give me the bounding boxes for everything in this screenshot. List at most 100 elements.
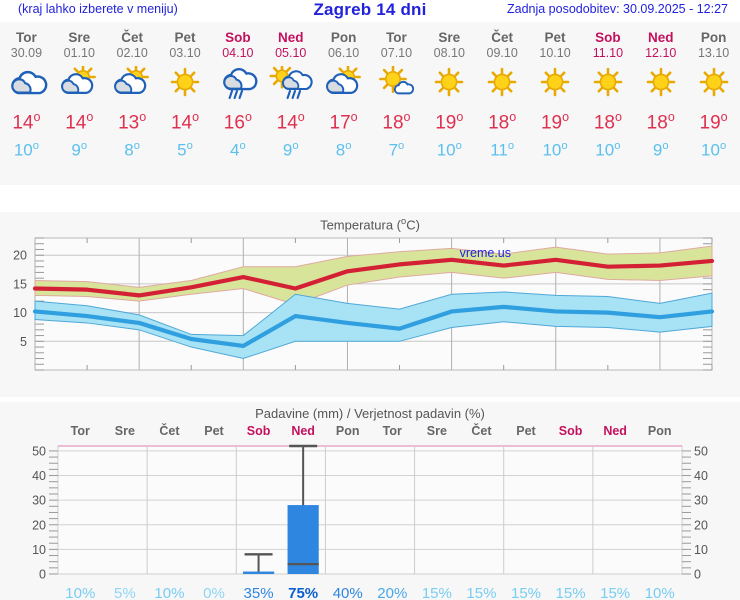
day-min-temp: 10o <box>701 140 727 160</box>
day-max-temp: 14o <box>12 110 41 134</box>
precip-day-label: Čet <box>159 423 180 438</box>
day-max-temp: 18o <box>646 110 675 134</box>
svg-text:30: 30 <box>694 494 708 508</box>
day-min-temp: 10o <box>542 140 568 160</box>
day-date: 10.10 <box>539 46 571 60</box>
svg-text:40: 40 <box>32 469 46 483</box>
day-min-temp: 8o <box>335 140 352 160</box>
day-max-temp: 14o <box>170 110 200 134</box>
partly-sunny-icon <box>110 64 154 100</box>
sunny-icon <box>533 66 577 100</box>
sun-small-cloud-icon <box>374 65 418 100</box>
daily-forecast-columns: Tor 30.09 14o 10o Sre 01.10 14o 9o Čet 02.10 13… <box>0 22 740 185</box>
day-date: 13.10 <box>697 46 730 60</box>
day-column[interactable]: Pon 06.10 17o 8o <box>317 22 370 185</box>
precip-probability-label: 10% <box>65 585 95 600</box>
day-column[interactable]: Čet 02.10 13o 8o <box>106 22 159 185</box>
day-column[interactable]: Tor 30.09 14o 10o <box>0 22 53 185</box>
day-min-temp: 10o <box>436 140 462 160</box>
precip-probability-label: 15% <box>600 585 630 600</box>
svg-text:10: 10 <box>32 543 46 557</box>
day-name: Tor <box>16 30 37 45</box>
precipitation-chart-panel: Padavine (mm) / Verjetnost padavin (%) 5… <box>0 402 740 600</box>
day-max-temp: 17o <box>329 110 358 134</box>
precip-probability-label: 20% <box>377 585 407 600</box>
svg-text:30: 30 <box>32 494 46 508</box>
precip-day-label: Ned <box>603 424 627 438</box>
sunny-icon <box>586 66 630 100</box>
precipitation-chart-svg: 50 50 40 40 30 30 20 20 10 10 0 0 Tor Sre Čet Pet Sob Ned… <box>32 423 708 600</box>
day-name: Ned <box>647 30 674 45</box>
day-date: 01.10 <box>63 46 95 60</box>
precip-probability-label: 15% <box>556 585 586 600</box>
precip-bar <box>242 571 275 574</box>
day-name: Ned <box>277 30 304 45</box>
day-date: 30.09 <box>10 46 43 60</box>
day-column[interactable]: Sob 04.10 16o 4o <box>211 22 264 185</box>
svg-text:10: 10 <box>13 306 27 320</box>
day-column[interactable]: Čet 09.10 18o 11o <box>476 22 529 185</box>
svg-text:0: 0 <box>39 568 46 582</box>
day-date: 08.10 <box>433 46 465 60</box>
precip-day-label: Tor <box>71 424 90 438</box>
day-max-temp: 19o <box>540 110 570 134</box>
day-date: 09.10 <box>486 46 518 60</box>
precip-probability-label: 40% <box>333 585 363 600</box>
sunny-icon <box>692 66 736 100</box>
svg-text:5: 5 <box>20 335 27 349</box>
precip-probability-label: 5% <box>114 585 136 600</box>
day-name: Sre <box>438 30 461 45</box>
day-max-temp: 14o <box>65 110 94 134</box>
day-column[interactable]: Pet 03.10 14o 5o <box>159 22 212 185</box>
day-max-temp: 18o <box>488 110 517 134</box>
day-date: 04.10 <box>222 46 254 60</box>
svg-text:10: 10 <box>694 543 708 557</box>
day-name: Čet <box>491 30 514 45</box>
day-max-temp: 13o <box>118 110 147 134</box>
precip-probability-label: 10% <box>645 585 675 600</box>
day-date: 02.10 <box>116 46 148 60</box>
day-min-temp: 10o <box>13 140 40 160</box>
day-max-temp: 16o <box>223 110 252 134</box>
precipitation-chart-title: Padavine (mm) / Verjetnost padavin (%) <box>255 406 485 421</box>
precip-probability-label: 75% <box>288 585 318 600</box>
header-left-note: (kraj lahko izberete v meniju) <box>18 2 178 16</box>
sunny-icon <box>427 66 471 100</box>
svg-text:0: 0 <box>694 568 701 582</box>
day-max-temp: 18o <box>382 110 411 134</box>
day-column[interactable]: Sob 11.10 18o 10o <box>581 22 634 185</box>
sunny-icon <box>480 66 524 100</box>
precip-probability-label: 15% <box>466 585 496 600</box>
day-column[interactable]: Ned 05.10 14o 9o <box>264 22 317 185</box>
svg-text:20: 20 <box>32 518 46 532</box>
day-name: Pon <box>700 30 727 45</box>
rain-icon <box>216 66 260 100</box>
precip-day-label: Ned <box>291 424 315 438</box>
precip-day-label: Pon <box>336 424 360 438</box>
day-column[interactable]: Ned 12.10 18o 9o <box>634 22 687 185</box>
day-name: Čet <box>121 30 144 45</box>
precip-day-label: Sre <box>115 424 135 438</box>
day-column[interactable]: Pet 10.10 19o 10o <box>529 22 582 185</box>
precip-day-label: Čet <box>471 423 492 438</box>
sunny-icon <box>639 66 683 100</box>
day-max-temp: 19o <box>435 110 464 134</box>
day-column[interactable]: Pon 13.10 19o 10o <box>687 22 740 185</box>
svg-text:20: 20 <box>694 518 708 532</box>
day-min-temp: 11o <box>490 140 515 160</box>
day-min-temp: 7o <box>388 140 405 160</box>
last-updated-label: Zadnja posodobitev: 30.09.2025 - 12:27 <box>506 2 728 16</box>
precip-day-label: Tor <box>383 424 402 438</box>
day-min-temp: 4o <box>230 140 246 160</box>
day-date: 07.10 <box>380 46 413 60</box>
day-column[interactable]: Sre 01.10 14o 9o <box>53 22 106 185</box>
day-min-temp: 9o <box>652 140 669 160</box>
day-column[interactable]: Sre 08.10 19o 10o <box>423 22 476 185</box>
day-date: 12.10 <box>645 46 677 60</box>
precip-probability-label: 10% <box>154 585 184 600</box>
precip-probability-label: 35% <box>244 585 274 600</box>
precip-bar <box>287 505 319 574</box>
sun-rain-icon <box>269 63 313 100</box>
day-column[interactable]: Tor 07.10 18o 7o <box>370 22 423 185</box>
temperature-chart-title: Temperatura (oC) <box>320 216 420 233</box>
